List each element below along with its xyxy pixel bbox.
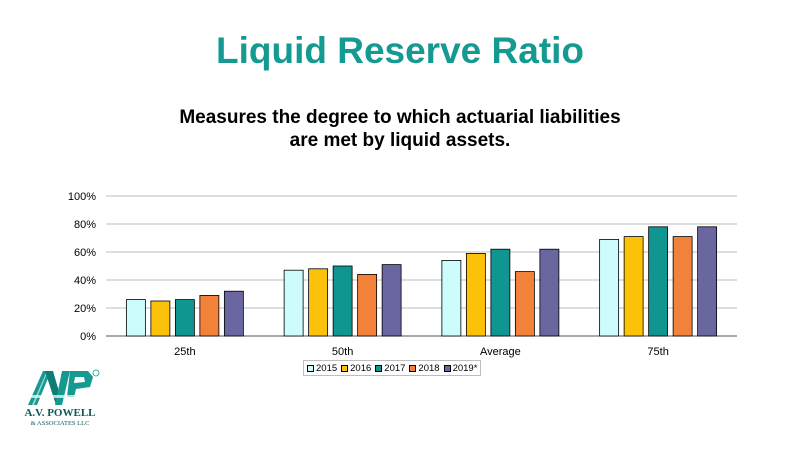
legend-label: 2018 [418, 362, 440, 374]
bar-2016-50th [308, 268, 329, 337]
chart-legend: 2015 2016 2017 2018 2019* [303, 360, 482, 376]
bar-chart: 0% 20% 40% 60% 80% 100% 25th 50th Average 75th [68, 191, 737, 358]
legend-item: 2018 [409, 362, 440, 374]
legend-item: 2015 [307, 363, 337, 374]
y-tick-label: 100% [68, 191, 96, 203]
legend-label: 2017 [384, 362, 406, 374]
legend-label: 2019* [452, 362, 478, 374]
y-tick-label: 80% [74, 219, 96, 231]
bar-2018-25th [199, 295, 220, 337]
legend-label: 2016 [350, 362, 372, 374]
bar-2019-50th [381, 264, 402, 337]
x-tick-label: 25th [174, 346, 195, 358]
bar-2018-average [514, 271, 535, 337]
bars [125, 226, 718, 337]
legend-item: 2016 [341, 363, 371, 374]
y-tick-label: 40% [74, 275, 96, 287]
bar-2017-average [490, 248, 511, 337]
x-tick-label: 75th [647, 346, 668, 358]
y-tick-label: 20% [74, 303, 96, 315]
page-subtitle: Measures the degree to which actuarial l… [0, 106, 800, 152]
bar-2015-50th [283, 269, 304, 337]
logo-company-name: A.V. POWELL [24, 407, 95, 419]
y-tick-label: 0% [80, 331, 96, 343]
bar-2019-average [539, 248, 560, 337]
subtitle-line-2: are met by liquid assets. [289, 130, 511, 151]
y-axis-ticks: 0% 20% 40% 60% 80% 100% [68, 191, 96, 343]
bar-2016-average [465, 253, 486, 337]
avp-logo-icon [22, 369, 100, 405]
page-title: Liquid Reserve Ratio [215, 30, 585, 71]
x-axis-ticks: 25th 50th Average 75th [174, 346, 669, 358]
x-tick-label: 50th [332, 346, 353, 358]
bar-2015-25th [125, 299, 146, 337]
y-tick-label: 60% [74, 247, 96, 259]
x-tick-label: Average [480, 346, 521, 358]
bar-2017-50th [332, 265, 353, 337]
bar-2017-25th [174, 299, 195, 337]
bar-2015-75th [599, 239, 620, 337]
subtitle-line-1: Measures the degree to which actuarial l… [179, 107, 621, 128]
bar-2018-50th [357, 274, 378, 337]
legend-swatch [375, 364, 383, 372]
legend-swatch [409, 364, 417, 372]
bar-2016-25th [150, 300, 171, 337]
logo-company-suffix: & ASSOCIATES LLC [31, 420, 90, 427]
bar-2019-25th [223, 290, 244, 337]
legend-swatch [307, 364, 314, 372]
bar-2017-75th [648, 226, 669, 337]
legend-swatch [443, 364, 451, 372]
legend-label: 2015 [316, 362, 338, 374]
legend-item: 2019* [443, 362, 478, 374]
company-logo: A.V. POWELL & ASSOCIATES LLC [22, 369, 100, 427]
legend-swatch [341, 364, 349, 372]
legend-item: 2017 [375, 363, 405, 374]
bar-2018-75th [672, 236, 693, 337]
bar-2019-75th [697, 226, 718, 337]
bar-2016-75th [623, 236, 644, 337]
bar-2015-average [441, 260, 462, 337]
